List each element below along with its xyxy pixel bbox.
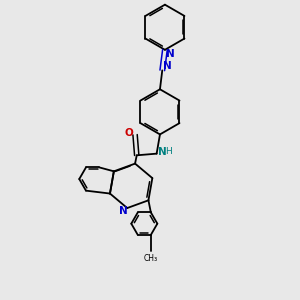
Text: N: N	[166, 49, 174, 59]
Text: O: O	[125, 128, 134, 138]
Text: N: N	[158, 147, 167, 157]
Text: N: N	[163, 61, 172, 71]
Text: N: N	[119, 206, 128, 216]
Text: H: H	[165, 148, 172, 157]
Text: CH₃: CH₃	[144, 254, 158, 263]
